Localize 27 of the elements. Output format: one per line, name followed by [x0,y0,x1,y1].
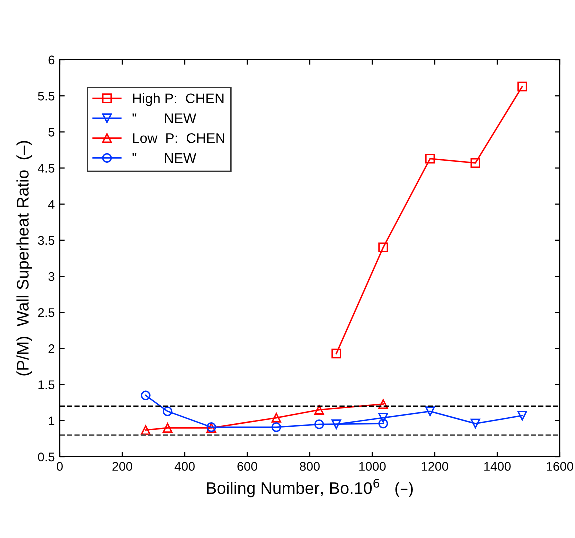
x-tick-label: 600 [238,462,258,472]
y-tick-label: 1.5 [38,380,55,390]
y-tick-label: 4 [48,200,55,209]
y-tick-label: 5 [48,128,55,137]
y-tick-label: 5.5 [38,92,55,101]
legend-label: Low P: CHEN [133,133,224,144]
x-tick-label: 1400 [484,462,511,472]
x-tick-label: 800 [300,462,320,472]
x-tick-label: 1200 [422,462,448,472]
y-tick-label: 3 [48,272,55,282]
y-tick-label: 2 [48,344,55,354]
y-tick-label: 3.5 [38,236,55,246]
x-tick-label: 1600 [547,462,574,472]
legend-label: High P: CHEN [133,93,224,106]
text: Boiling Number, Bo.10$^{6}$ (–) [207,479,413,498]
y-axis-title: (P/M) Wall Superheat Ratio (–) [16,141,32,376]
y-tick-label: 4.5 [38,164,55,173]
y-tick-label: 1 [49,416,55,426]
legend-label: " NEW [132,114,197,124]
y-tick-label: 0.5 [38,452,55,462]
y-tick-label: 2.5 [38,308,55,318]
y-tick-label: 6 [48,56,55,65]
x-tick-label: 0 [57,462,63,472]
x-tick-label: 200 [112,462,132,472]
x-tick-label: 1000 [360,462,386,472]
legend-label: " NEW [132,154,197,164]
x-tick-label: 400 [174,462,195,472]
